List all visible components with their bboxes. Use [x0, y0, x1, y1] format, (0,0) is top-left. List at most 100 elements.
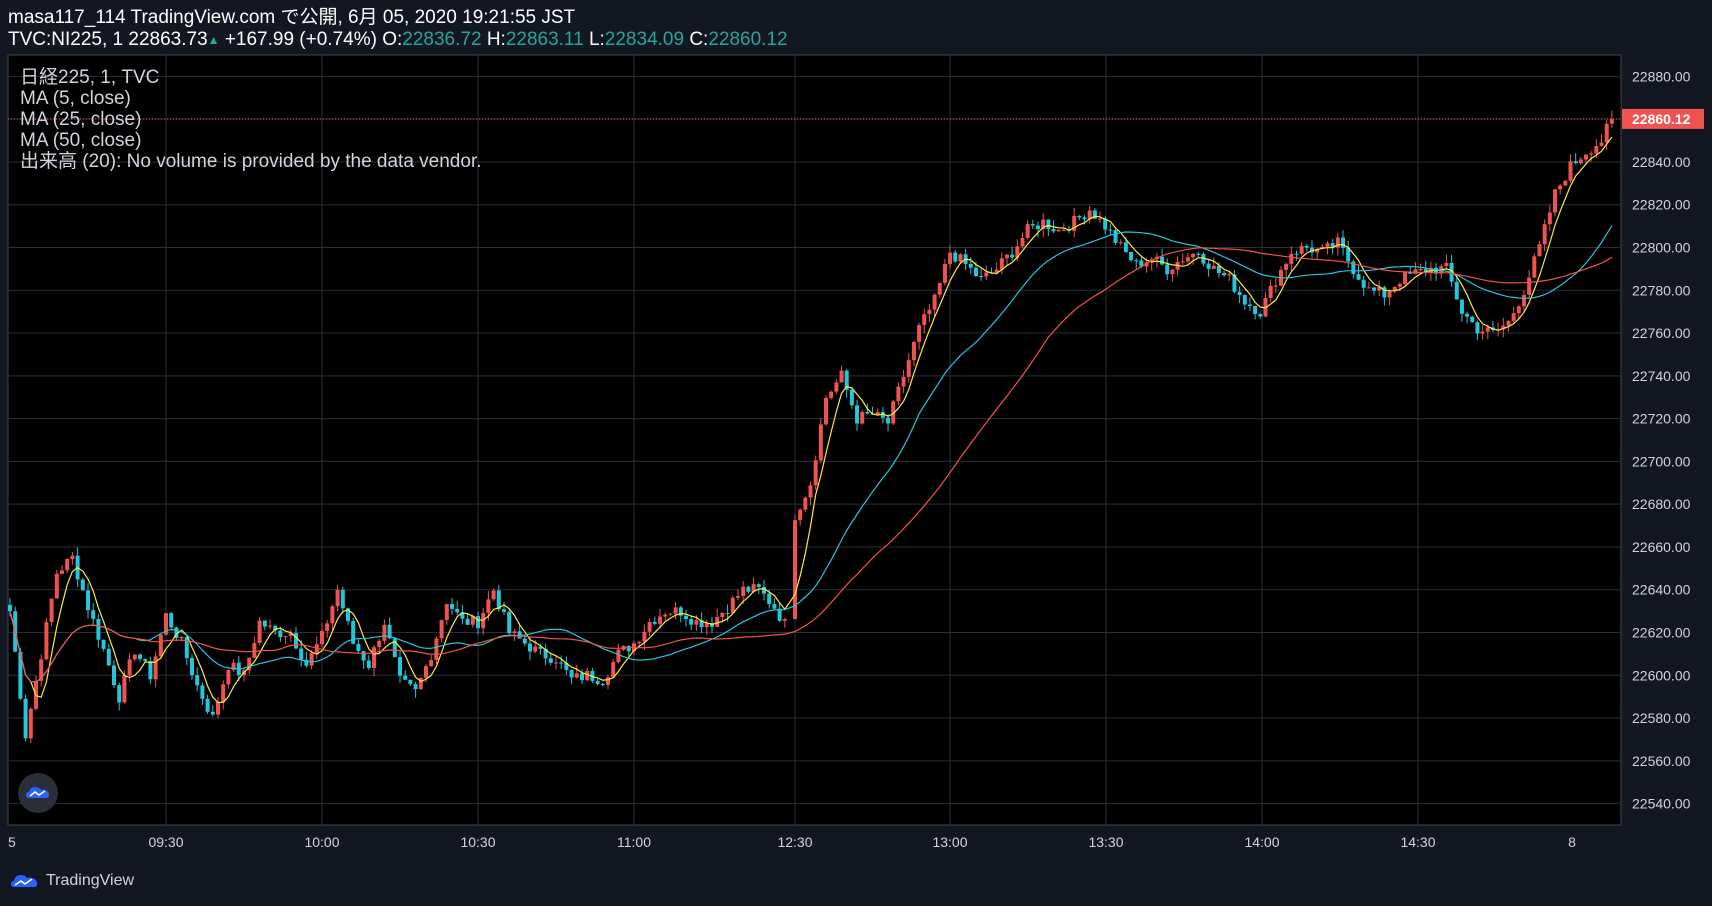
- candle-body: [226, 669, 231, 685]
- candle-body: [294, 633, 298, 649]
- candle-body: [824, 397, 829, 425]
- candle-body: [309, 652, 314, 666]
- candle-body: [1547, 212, 1552, 225]
- candle-body: [543, 648, 548, 659]
- candle-body: [1527, 277, 1532, 295]
- candle-body: [767, 593, 772, 605]
- price-tick-label: 22680.00: [1632, 496, 1691, 512]
- candle-body: [148, 660, 153, 680]
- moving-average-lines: [9, 136, 1613, 704]
- candle-body: [782, 619, 787, 621]
- price-tick-label: 22700.00: [1632, 453, 1691, 469]
- candle-body: [257, 620, 262, 644]
- candle-body: [1578, 159, 1583, 164]
- footer-brand-label: TradingView: [46, 872, 135, 889]
- chart-pane: [7, 54, 1622, 826]
- candle-body: [325, 623, 330, 631]
- candle-body: [1454, 281, 1459, 300]
- candle-body: [647, 621, 652, 632]
- price-tick-label: 22540.00: [1632, 796, 1691, 812]
- candle-body: [1341, 237, 1346, 248]
- candle-body: [984, 272, 989, 277]
- candle-body: [28, 708, 33, 739]
- candle-body: [1129, 251, 1134, 261]
- candle-body: [252, 643, 257, 658]
- price-change: +167.99 (+0.74%): [224, 29, 377, 50]
- candle-body: [626, 645, 631, 652]
- candle-body: [652, 621, 657, 624]
- candle-body: [1196, 253, 1201, 255]
- candle-body: [476, 615, 480, 629]
- price-tick-label: 22780.00: [1632, 282, 1691, 298]
- symbol-ohlc-line: TVC:NI225, 1 22863.73▲ +167.99 (+0.74%) …: [8, 29, 788, 51]
- candle-body: [1377, 287, 1382, 291]
- legend-ma50[interactable]: MA (50, close): [20, 130, 142, 151]
- candle-body: [39, 659, 44, 681]
- candle-body: [1330, 243, 1335, 248]
- candle-body: [1584, 154, 1589, 160]
- candle-body: [1061, 229, 1066, 231]
- candle-body: [715, 617, 720, 627]
- price-tick-label: 22740.00: [1632, 368, 1691, 384]
- candle-body: [973, 267, 978, 276]
- candle-body: [1418, 269, 1423, 271]
- footer-brand[interactable]: TradingView: [10, 872, 134, 890]
- candle-body: [1413, 269, 1418, 274]
- candle-body: [595, 680, 600, 685]
- time-tick-label: 09:30: [148, 834, 183, 850]
- candle-body: [158, 634, 163, 657]
- ma50-line: [9, 247, 1613, 683]
- candle-body: [606, 677, 610, 685]
- candle-body: [1506, 320, 1511, 326]
- candle-body: [1361, 279, 1366, 288]
- tradingview-button[interactable]: [18, 773, 58, 813]
- candle-body: [548, 658, 553, 663]
- candle-body: [1372, 287, 1377, 291]
- candle-body: [91, 610, 96, 619]
- candle-body: [1346, 247, 1351, 262]
- time-axis-labels: 5 09:30 10:00 10:30 11:00 12:30 13:00 13:30 14:0…: [8, 834, 1576, 850]
- candle-body: [320, 630, 324, 645]
- time-tick-label: 13:30: [1088, 834, 1123, 850]
- candle-body: [304, 659, 309, 666]
- candle-body: [1232, 274, 1237, 292]
- legend-ma25[interactable]: MA (25, close): [20, 109, 142, 130]
- candle-body: [1227, 274, 1232, 276]
- candle-body: [1165, 264, 1170, 275]
- ma5-line: [9, 136, 1613, 704]
- candle-body: [1123, 242, 1128, 252]
- candle-body: [184, 636, 189, 659]
- price-tick-label: 22760.00: [1632, 325, 1691, 341]
- candle-body: [834, 382, 839, 392]
- candle-body: [23, 698, 28, 739]
- candle-body: [911, 341, 916, 361]
- candle-body: [486, 599, 491, 613]
- candle-body: [875, 411, 880, 415]
- legend-symbol[interactable]: 日経225, 1, TVC: [20, 67, 160, 88]
- candle-body: [413, 684, 418, 690]
- candle-body: [808, 485, 813, 498]
- candle-body: [382, 624, 387, 641]
- candle-body: [896, 386, 901, 402]
- candle-body: [1444, 262, 1449, 267]
- price-tick-label: 22660.00: [1632, 539, 1691, 555]
- candle-body: [1144, 262, 1149, 267]
- candle-body: [746, 586, 751, 592]
- candle-body: [1516, 306, 1521, 314]
- candle-body: [1170, 269, 1175, 275]
- candle-body: [1237, 291, 1242, 296]
- candle-body: [1294, 253, 1299, 255]
- candle-body: [164, 613, 168, 635]
- last-price-tag: [1622, 108, 1704, 129]
- candle-body: [1072, 215, 1077, 231]
- tradingview-cloud-icon: [26, 787, 49, 798]
- legend-ma5[interactable]: MA (5, close): [20, 88, 131, 109]
- candle-body: [839, 370, 844, 383]
- candle-body: [330, 606, 335, 624]
- symbol-label: TVC:NI225, 1: [8, 29, 124, 50]
- candle-body: [491, 590, 496, 600]
- legend-volume[interactable]: 出来高 (20): No volume is provided by the d…: [20, 151, 482, 172]
- candle-body: [1325, 243, 1330, 247]
- candle-body: [922, 314, 927, 326]
